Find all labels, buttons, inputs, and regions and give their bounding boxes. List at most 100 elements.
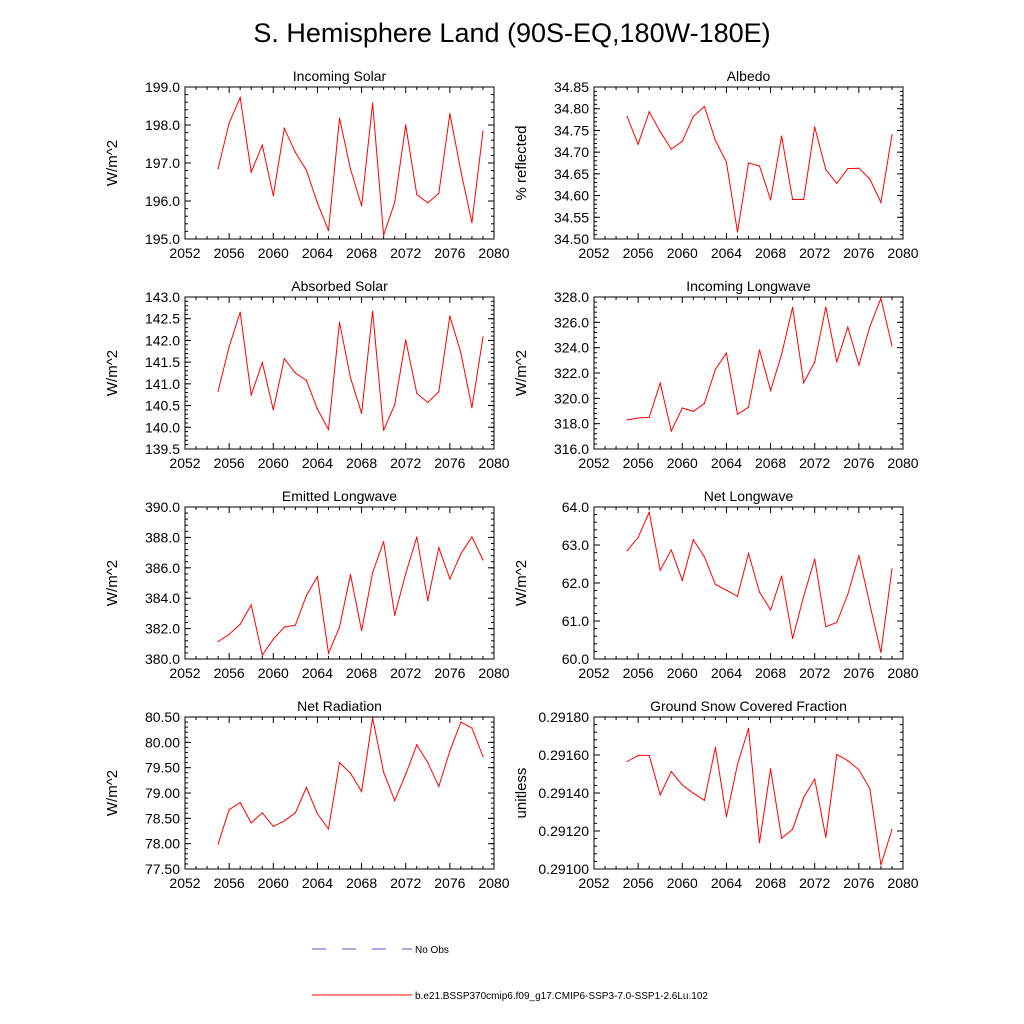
data-point — [736, 413, 739, 415]
data-point — [847, 326, 849, 328]
data-point — [758, 591, 761, 593]
data-point — [327, 828, 330, 830]
panel-albedo: Albedo % reflected 2052 2056 2060 2064 2068 207… — [513, 68, 919, 261]
data-point — [736, 231, 739, 233]
data-point — [349, 377, 352, 379]
data-point — [769, 609, 772, 611]
x-tick-label: 2068 — [346, 455, 377, 471]
y-axis-label: W/m^2 — [104, 560, 121, 606]
x-tick-label: 2052 — [169, 875, 200, 891]
data-point — [261, 812, 263, 814]
data-point — [416, 392, 418, 395]
data-point — [891, 828, 893, 831]
x-tick-label: 2052 — [169, 665, 200, 681]
data-point — [648, 111, 650, 113]
data-point — [703, 105, 705, 108]
data-point — [847, 593, 849, 596]
data-point — [261, 361, 263, 364]
data-point — [305, 169, 307, 171]
data-point — [714, 139, 716, 142]
data-point — [681, 784, 683, 786]
data-point — [471, 727, 473, 729]
data-point — [272, 638, 274, 640]
data-point — [372, 310, 374, 312]
data-point — [814, 778, 816, 780]
y-tick-label: 34.65 — [554, 166, 589, 182]
data-point — [681, 579, 683, 581]
y-tick-label: 324.0 — [554, 340, 589, 356]
data-point — [714, 368, 716, 370]
x-tick-label: 2052 — [169, 455, 200, 471]
data-point — [769, 390, 772, 392]
y-axis-label: W/m^2 — [513, 350, 530, 396]
data-point — [405, 124, 407, 126]
panel-net-radiation: Net Radiation W/m^2 2052 2056 2060 2064 2068 20… — [104, 698, 510, 891]
data-point — [416, 193, 418, 196]
x-tick-label: 2060 — [667, 665, 698, 681]
data-point — [405, 339, 407, 341]
data-point — [803, 595, 805, 597]
y-tick-label: 384.0 — [145, 590, 180, 606]
data-point — [349, 168, 352, 170]
data-point — [891, 345, 893, 347]
data-point — [847, 168, 849, 170]
data-point — [714, 583, 716, 586]
data-point — [405, 573, 407, 575]
data-point — [869, 604, 871, 606]
data-point — [250, 822, 252, 824]
panel-incoming-solar: Incoming Solar W/m^2 2052 2056 2060 2064 2068 2… — [104, 68, 510, 261]
y-tick-label: 386.0 — [145, 560, 180, 576]
data-point — [460, 553, 462, 555]
data-point — [471, 222, 473, 224]
x-tick-label: 2060 — [667, 455, 698, 471]
data-point — [383, 771, 385, 773]
data-point — [394, 800, 396, 802]
data-point — [670, 770, 672, 773]
data-point — [803, 198, 805, 201]
data-point — [294, 151, 296, 153]
data-point — [880, 651, 882, 654]
y-tick-label: 80.00 — [145, 734, 180, 750]
y-tick-label: 64.0 — [562, 499, 589, 515]
y-tick-label: 197.0 — [145, 155, 180, 171]
data-point — [217, 390, 219, 392]
data-point — [692, 410, 694, 412]
data-point — [703, 556, 705, 558]
data-point — [316, 813, 319, 815]
data-point — [692, 792, 694, 794]
data-point — [803, 796, 805, 798]
data-point — [747, 406, 750, 408]
data-point — [792, 637, 794, 640]
data-point — [758, 165, 761, 167]
x-tick-label: 2056 — [214, 665, 245, 681]
series-line — [217, 717, 484, 845]
data-point — [305, 379, 307, 381]
plot-frame — [593, 296, 904, 450]
data-point — [438, 391, 440, 393]
series-line — [217, 311, 484, 432]
y-tick-label: 142.5 — [145, 311, 180, 327]
data-point — [659, 569, 661, 571]
x-tick-label: 2080 — [478, 665, 509, 681]
y-tick-label: 143.0 — [145, 289, 180, 305]
data-point — [471, 407, 473, 409]
plot-frame — [184, 296, 495, 450]
y-tick-label: 61.0 — [562, 613, 589, 629]
data-point — [825, 836, 827, 838]
legend: No Obs b.e21.BSSP370cmip6.f09_g17.CMIP6-… — [312, 945, 708, 1002]
data-point — [659, 131, 661, 133]
y-tick-label: 78.00 — [145, 836, 180, 852]
y-tick-label: 196.0 — [145, 193, 180, 209]
series-line — [627, 296, 893, 433]
data-point — [272, 825, 274, 828]
data-point — [692, 539, 694, 541]
data-point — [272, 195, 274, 197]
data-point — [338, 321, 341, 323]
x-tick-label: 2068 — [755, 455, 786, 471]
data-point — [781, 135, 783, 137]
data-point — [449, 578, 451, 580]
y-tick-label: 380.0 — [145, 651, 180, 667]
x-tick-label: 2080 — [887, 455, 918, 471]
data-point — [847, 760, 849, 762]
data-point — [217, 640, 219, 643]
